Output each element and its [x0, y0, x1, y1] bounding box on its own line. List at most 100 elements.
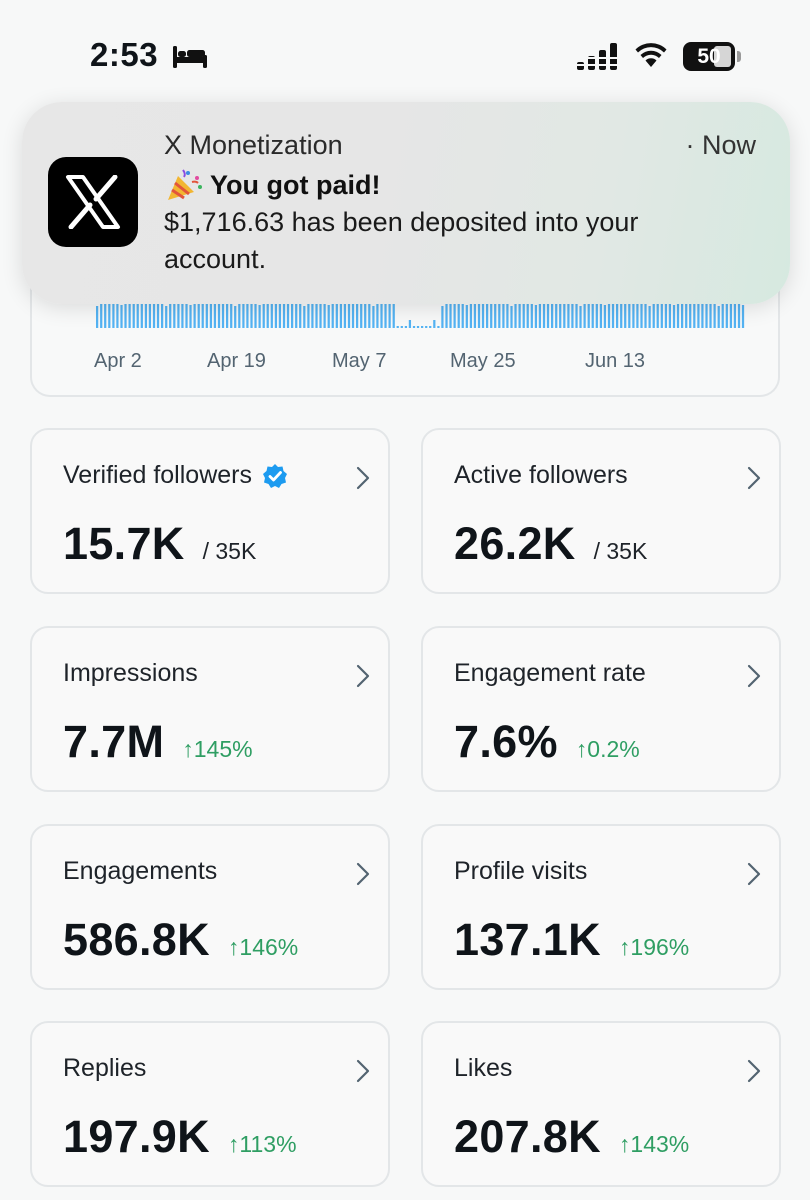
chart-bar: [481, 293, 485, 328]
x-logo-icon: [48, 157, 138, 247]
chart-bar: [209, 290, 213, 328]
chart-bar: [364, 295, 367, 328]
metric-value: 207.8K: [454, 1111, 601, 1162]
chart-bar: [132, 296, 135, 328]
chart-bar: [258, 305, 261, 328]
chart-bar: [526, 294, 529, 328]
chart-bar: [453, 297, 456, 328]
chart-bar: [461, 291, 464, 328]
chart-bar: [282, 304, 286, 328]
wifi-icon: [635, 43, 667, 67]
chart-bar: [616, 296, 619, 328]
chart-bar: [648, 306, 651, 328]
chart-bar: [733, 294, 737, 328]
chart-bar: [104, 300, 107, 328]
chart-bar: [416, 326, 420, 328]
chart-bar: [681, 299, 684, 328]
metric-value-row: 207.8K ↑143%: [454, 1111, 689, 1163]
chart-bar: [571, 295, 574, 328]
chart-bar: [611, 299, 615, 328]
signal-icon: [577, 43, 617, 70]
chart-bar: [591, 297, 594, 328]
metric-label: Engagement rate: [454, 659, 646, 687]
chart-bar: [181, 294, 184, 328]
metric-value-row: 7.6% ↑0.2%: [454, 716, 640, 768]
chart-bar: [632, 301, 635, 328]
chart-bar: [408, 320, 412, 328]
chart-bar: [502, 295, 505, 328]
chart-bar: [717, 306, 720, 328]
metric-label: Replies: [63, 1054, 147, 1082]
chart-bar: [128, 299, 131, 328]
metric-total: / 35K: [593, 538, 648, 564]
bed-icon: [173, 46, 207, 68]
chart-bar: [140, 290, 143, 328]
chart-bar: [396, 326, 399, 328]
chart-bar: [303, 306, 306, 328]
metric-card-impressions[interactable]: Impressions 7.7M ↑145%: [30, 626, 390, 792]
x-axis-label: Apr 19: [207, 350, 266, 372]
chart-bar: [148, 301, 152, 328]
chart-bar: [693, 290, 696, 328]
chart-bar: [583, 303, 586, 328]
chevron-right-icon: [747, 862, 761, 886]
chart-bar: [551, 293, 554, 328]
chart-bar: [205, 293, 208, 328]
chart-bar: [311, 300, 314, 328]
chart-bar: [177, 297, 180, 328]
chart-bar: [291, 298, 294, 328]
chart-bar: [725, 300, 728, 328]
chart-bar: [384, 297, 387, 328]
x-axis-label: May 25: [450, 350, 516, 372]
chart-bar: [351, 304, 355, 328]
chart-bar: [607, 302, 611, 328]
chart-bar: [567, 298, 570, 328]
metric-card-active-followers[interactable]: Active followers 26.2K / 35K: [421, 428, 781, 594]
chart-bar: [360, 298, 363, 328]
chart-bar: [388, 294, 391, 328]
chart-bar: [152, 298, 156, 328]
chart-bar: [429, 326, 432, 328]
chart-bar: [400, 326, 403, 328]
chart-bar: [323, 291, 326, 328]
chart-bar: [108, 297, 111, 328]
chart-bar: [100, 303, 103, 328]
chart-bar: [185, 291, 188, 328]
chart-bar: [676, 302, 680, 328]
notification-body: $1,716.63 has been deposited into your a…: [164, 207, 639, 274]
chart-bar: [144, 304, 148, 328]
metric-change: ↑196%: [618, 934, 690, 960]
chart-bar: [315, 297, 318, 328]
chart-bar: [116, 291, 119, 328]
notification-title: You got paid!: [210, 169, 381, 200]
metric-card-engagement-rate[interactable]: Engagement rate 7.6% ↑0.2%: [421, 626, 781, 792]
metric-value-row: 137.1K ↑196%: [454, 914, 689, 966]
metric-change: ↑113%: [227, 1131, 297, 1157]
chart-bar: [246, 297, 249, 328]
chart-bar: [506, 292, 509, 328]
metric-card-engagements[interactable]: Engagements 586.8K ↑146%: [30, 824, 390, 990]
chart-bar: [559, 304, 562, 328]
chart-bar: [213, 304, 217, 328]
status-time: 2:53: [90, 36, 159, 73]
metric-value-row: 197.9K ↑113%: [63, 1111, 297, 1163]
notification-title-row: You got paid!: [164, 168, 380, 202]
chart-x-axis: Apr 2 Apr 19 May 7 May 25 Jun 13: [0, 350, 810, 378]
chart-bar: [295, 295, 298, 328]
chart-bar: [518, 300, 521, 328]
payment-notification[interactable]: X Monetization · Now You got paid! $1,71…: [22, 102, 790, 304]
chart-bar: [689, 293, 692, 328]
metric-label-row: Engagement rate: [454, 659, 646, 688]
chart-bar: [433, 320, 436, 328]
chart-bar: [555, 290, 558, 328]
metric-label: Likes: [454, 1054, 513, 1082]
chart-bar: [376, 303, 379, 328]
metric-value: 7.6%: [454, 716, 558, 767]
chart-bar: [335, 299, 338, 328]
chart-bar: [660, 297, 663, 328]
metric-card-likes[interactable]: Likes 207.8K ↑143%: [421, 1021, 781, 1187]
metric-card-verified-followers[interactable]: Verified followers 15.7K / 35K: [30, 428, 390, 594]
metric-card-replies[interactable]: Replies 197.9K ↑113%: [30, 1021, 390, 1187]
metric-card-profile-visits[interactable]: Profile visits 137.1K ↑196%: [421, 824, 781, 990]
chart-bar: [278, 290, 282, 328]
